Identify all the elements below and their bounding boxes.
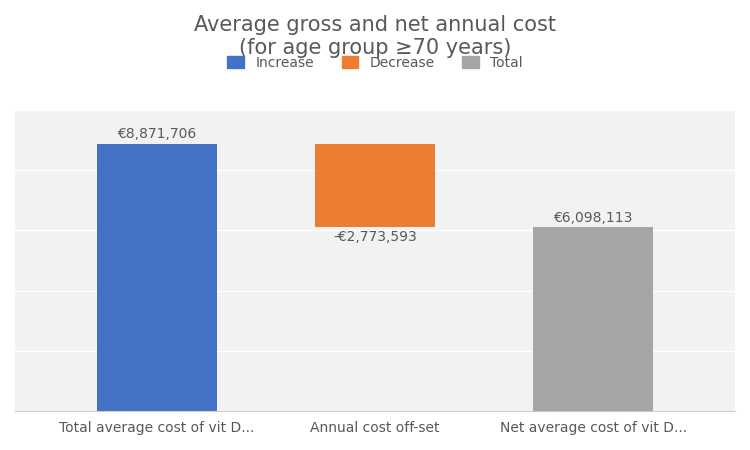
Bar <box>533 227 653 411</box>
Title: Average gross and net annual cost
(for age group ≥70 years): Average gross and net annual cost (for a… <box>194 15 556 58</box>
Legend: Increase, Decrease, Total: Increase, Decrease, Total <box>222 50 528 76</box>
Bar <box>97 144 217 411</box>
Text: -€2,773,593: -€2,773,593 <box>333 230 417 244</box>
Text: €8,871,706: €8,871,706 <box>117 127 196 141</box>
Text: €6,098,113: €6,098,113 <box>554 211 633 225</box>
Bar <box>315 144 435 227</box>
